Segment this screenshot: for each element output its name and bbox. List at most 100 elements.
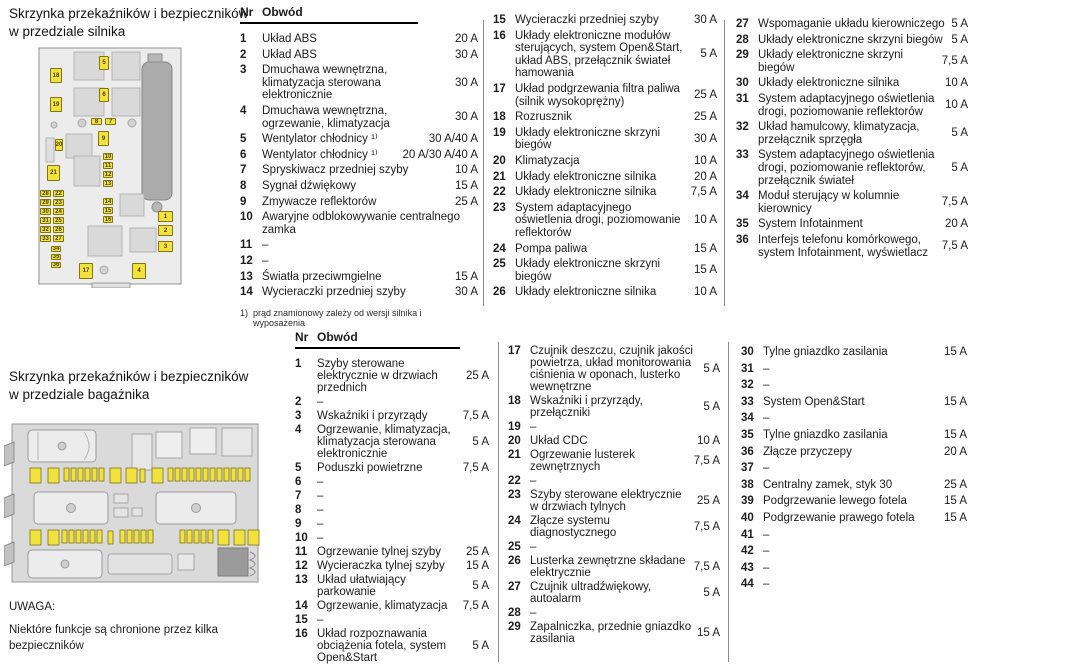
fuse-number: 27 — [508, 581, 521, 593]
fuse-number: 14 — [240, 286, 253, 299]
fuse-row: 26 Lusterka zewnętrzne składane elektrycz… — [508, 555, 720, 579]
fuse-amps: 7,5 A — [690, 186, 717, 199]
fuse-row: 10 Awaryjne odblokowywanie centralnego za… — [240, 211, 478, 236]
fuse-amps: 7,5 A — [693, 521, 720, 533]
fuse-circuit: – — [317, 532, 324, 544]
fuse-number: 33 — [736, 149, 749, 162]
fuse-amps: 15 A — [943, 346, 967, 358]
fuse-circuit: System Open&Start — [763, 395, 865, 408]
fuse-number: 7 — [240, 164, 247, 177]
fuse-number: 3 — [295, 410, 302, 422]
fuse-circuit: Podgrzewanie prawego fotela — [763, 511, 915, 524]
fuse-amps: 20 A — [944, 218, 968, 231]
fuse-number: 6 — [295, 476, 302, 488]
fuse-row: 7 Spryskiwacz przedniej szyby 10 A — [240, 164, 478, 177]
fuse-number: 8 — [240, 179, 247, 192]
trunk-fusebox-diagram — [3, 418, 266, 590]
fuse-row: 4 Dmuchawa wewnętrzna, ogrzewanie, klimat… — [240, 105, 478, 130]
header-nr: Nr — [295, 330, 309, 344]
fuse-chip: 13 — [103, 180, 113, 187]
fuse-row: 21 Układy elektroniczne silnika 20 A — [493, 171, 717, 184]
fuse-number: 34 — [741, 412, 754, 425]
fuse-chip: 32 — [40, 226, 51, 233]
fuse-amps: 7,5 A — [693, 561, 720, 573]
fuse-circuit: System adaptacyjnego oświetlenia drogi, … — [515, 201, 681, 239]
fuse-row: 13 Światła przeciwmgielne 15 A — [240, 271, 478, 284]
header-circuit: Obwód — [262, 5, 303, 19]
fuse-circuit: Szyby sterowane elektrycznie w drzwiach … — [530, 489, 682, 513]
fuse-circuit: Czujnik deszczu, czujnik jakości powietr… — [530, 345, 693, 393]
fuse-circuit: Światła przeciwmgielne — [262, 270, 382, 283]
fuse-circuit: Układ ułatwiający parkowanie — [317, 574, 406, 598]
fuse-chip: 7 — [105, 118, 116, 125]
fuse-number: 23 — [493, 201, 506, 214]
fuse-amps: 30 A — [454, 76, 478, 89]
fuse-circuit: Układy elektroniczne silnika — [758, 77, 900, 90]
fuse-chip: 2 — [158, 225, 173, 236]
fuse-row: 32 Układ hamulcowy, klimatyzacja, przełąc… — [736, 121, 968, 146]
fuse-amps: 25 A — [696, 495, 720, 507]
fuse-circuit: – — [317, 396, 324, 408]
fuse-row: 2– — [295, 396, 489, 408]
fuse-amps: 10 A — [693, 286, 717, 299]
fuse-row: 3 Wskaźniki i przyrządy 7,5 A — [295, 410, 489, 422]
fuse-amps: 7,5 A — [941, 55, 968, 68]
fuse-row: 19– — [508, 421, 720, 433]
fuse-amps: 30 A — [454, 111, 478, 124]
engine-fusebox-diagram: 5 18 6 19 8 7 9 20 10 11 12 13 21 14 15 16 28 22 29 23 30 24 3… — [36, 46, 184, 289]
fuse-row: 10– — [295, 532, 489, 544]
fuse-circuit: Ogrzewanie tylnej szyby — [317, 546, 441, 558]
engine-fuse-labels: 5 18 6 19 8 7 9 20 10 11 12 13 21 14 15 16 28 22 29 23 30 24 3… — [36, 46, 184, 288]
engine-rows-1-14: 1 Układ ABS 20 A 2 Układ ABS 30 A 3 Dmuchawa we… — [240, 33, 478, 299]
engine-title-line2: w przedziale silnika — [9, 23, 126, 39]
fuse-chip: 18 — [50, 68, 62, 83]
fuse-row: 4 Ogrzewanie, klimatyzacja, klimatyzacja … — [295, 424, 489, 460]
fuse-chip: 16 — [103, 216, 113, 223]
fuse-row: 22 Układy elektroniczne silnika 7,5 A — [493, 186, 717, 199]
fuse-chip: 17 — [79, 263, 93, 279]
note-text-line1: Niektóre funkcje są chronione przez kilk… — [9, 624, 219, 637]
trunk-fusebox-art — [3, 423, 260, 583]
fuse-row: 31– — [741, 363, 967, 376]
fuse-row: 26 Układy elektroniczne silnika 10 A — [493, 286, 717, 299]
fuse-row: 14 Wycieraczki przedniej szyby 30 A — [240, 286, 478, 299]
fuse-chip: 8 — [91, 118, 102, 125]
fuse-number: 17 — [493, 82, 506, 95]
trunk-title-line2: w przedziale bagażnika — [9, 386, 150, 402]
fuse-circuit: – — [763, 561, 770, 574]
fuse-chip: 1 — [158, 211, 173, 222]
fuse-chip: 4 — [132, 263, 146, 279]
fuse-row: 28 Układy elektroniczne skrzyni biegów 5 A — [736, 34, 968, 47]
fuse-circuit: Wycieraczka tylnej szyby — [317, 560, 445, 572]
fuse-circuit: Moduł sterujący w kolumnie kierownicy — [758, 190, 900, 215]
trunk-table-col2: 17 Czujnik deszczu, czujnik jakości powie… — [508, 345, 720, 645]
fuse-circuit: System adaptacyjnego oświetlenia drogi, … — [758, 92, 935, 118]
fuse-amps: 25 A — [943, 478, 967, 491]
fuse-chip: 19 — [50, 97, 62, 112]
fuse-number: 16 — [493, 29, 506, 42]
fuse-row: 9 Zmywacze reflektorów 25 A — [240, 196, 478, 209]
fuse-number: 11 — [295, 546, 308, 558]
fuse-circuit: Wspomaganie układu kierowniczego — [758, 18, 945, 30]
engine-table-col3: 27 Wspomaganie układu kierowniczego 5 A 28 U… — [736, 18, 968, 259]
fuse-amps: 7,5 A — [462, 410, 489, 422]
fuse-amps: 15 A — [693, 242, 717, 255]
column-divider — [724, 20, 725, 306]
fuse-circuit: – — [317, 614, 324, 626]
fuse-number: 2 — [240, 48, 247, 61]
fuse-circuit: Sygnał dźwiękowy — [262, 179, 356, 192]
fuse-amps: 20 A — [943, 445, 967, 458]
fuse-number: 29 — [736, 49, 749, 62]
column-divider — [728, 342, 729, 662]
fuse-circuit: Układy elektroniczne silnika — [515, 286, 657, 299]
fuse-row: 33 System Open&Start 15 A — [741, 396, 967, 409]
trunk-title-line1: Skrzynka przekaźników i bezpieczników — [9, 369, 249, 384]
fuse-row: 39 Podgrzewanie lewego fotela 15 A — [741, 495, 967, 508]
fuse-number: 33 — [741, 395, 754, 408]
fuse-circuit: Rozrusznik — [515, 111, 572, 124]
fuse-number: 24 — [508, 515, 521, 527]
fuse-circuit: Tylne gniazdko zasilania — [763, 346, 888, 358]
trunk-rows-30-44: 30 Tylne gniazdko zasilania 15 A 31–32–33 Sy… — [741, 346, 967, 591]
fuse-row: 24 Złącze systemu diagnostycznego 7,5 A — [508, 515, 720, 539]
fuse-row: 16 Układy elektroniczne modułów sterujący… — [493, 30, 717, 80]
